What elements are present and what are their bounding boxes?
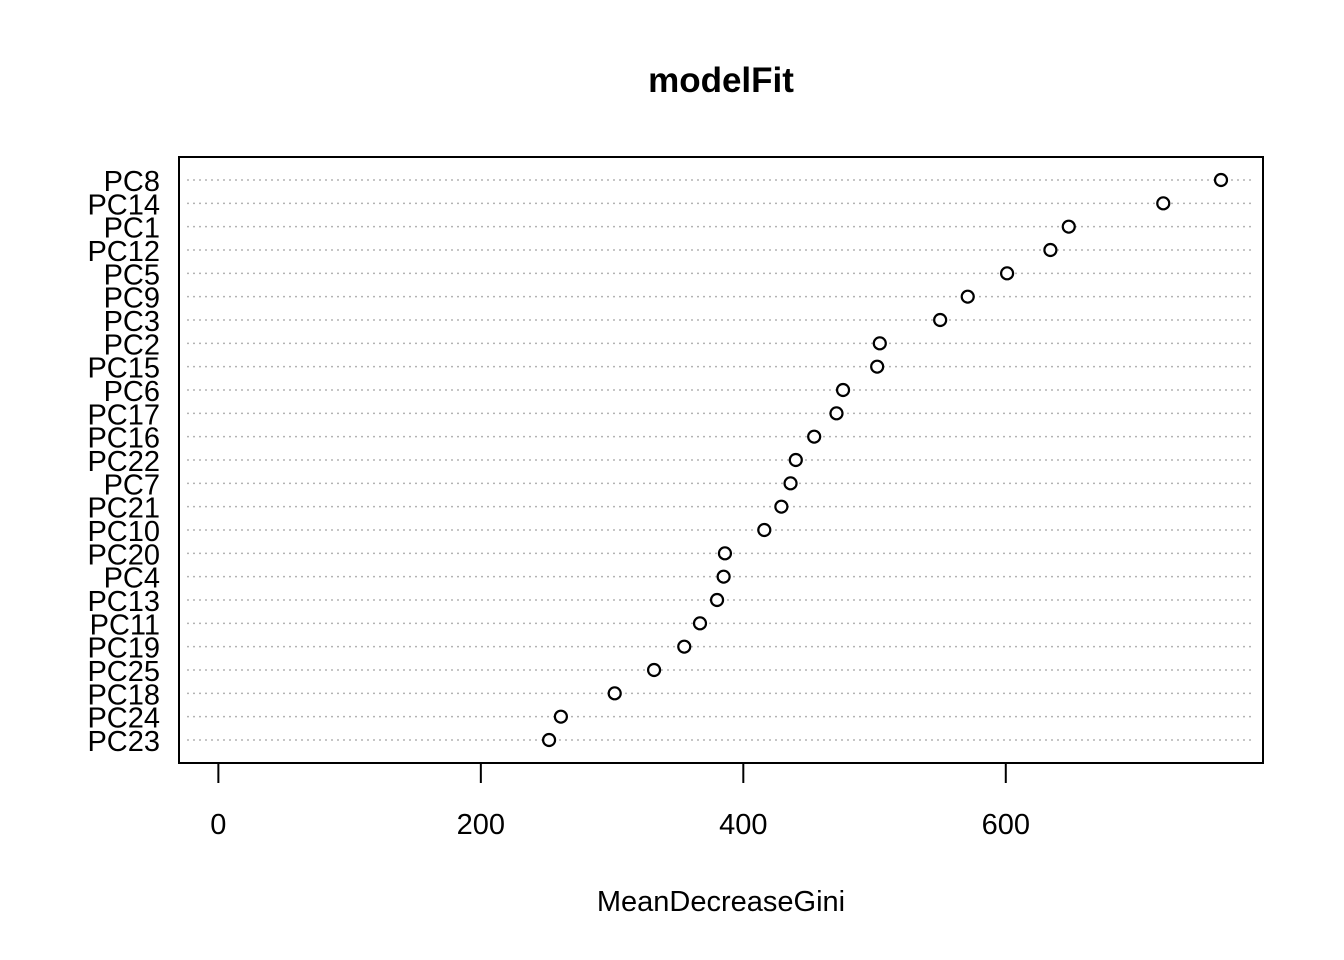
category-label: PC13 (87, 586, 160, 618)
x-tick-label: 0 (210, 809, 226, 841)
category-label: PC18 (87, 679, 160, 711)
x-axis-label: MeanDecreaseGini (597, 886, 845, 918)
data-point (960, 289, 975, 304)
chart-title: modelFit (648, 61, 794, 100)
data-point (1156, 196, 1171, 211)
data-point (1061, 219, 1076, 234)
data-point (553, 709, 568, 724)
data-point (757, 522, 772, 538)
data-point (783, 476, 798, 491)
category-label: PC6 (104, 376, 160, 408)
x-tick-label: 200 (457, 809, 505, 841)
category-label: PC24 (87, 703, 160, 735)
data-point (709, 592, 725, 608)
data-point (677, 639, 692, 654)
data-point (541, 732, 557, 748)
category-label: PC17 (87, 399, 160, 431)
data-point (829, 406, 844, 421)
data-point (999, 266, 1015, 281)
category-label: PC8 (104, 166, 160, 198)
category-label: PC15 (87, 353, 160, 385)
category-label: PC11 (90, 609, 160, 641)
category-label: PC12 (87, 236, 160, 268)
category-label: PC9 (104, 283, 160, 315)
data-point (933, 312, 948, 328)
data-point (835, 382, 851, 398)
category-label: PC7 (104, 469, 160, 501)
data-point (774, 499, 789, 514)
category-label: PC14 (87, 189, 160, 221)
data-point (872, 336, 887, 351)
category-label: PC25 (87, 656, 160, 688)
category-label: PC3 (104, 306, 160, 338)
data-point (807, 429, 822, 444)
category-label: PC20 (87, 539, 160, 571)
category-label: PC5 (104, 259, 160, 291)
data-point (692, 616, 708, 631)
category-label: PC2 (104, 329, 160, 361)
category-label: PC21 (87, 493, 160, 525)
grid-lines (187, 179, 1255, 741)
category-labels: PC8PC14PC1PC12PC5PC9PC3PC2PC15PC6PC17PC1… (87, 166, 160, 758)
data-point (716, 569, 731, 584)
data-point (717, 546, 733, 561)
category-label: PC16 (87, 423, 160, 455)
data-point (788, 452, 803, 468)
data-point (646, 662, 662, 678)
x-axis: 0 200 400 600 (210, 762, 1030, 841)
category-label: PC4 (104, 563, 160, 595)
category-label: PC10 (87, 516, 160, 548)
category-label: PC19 (87, 633, 160, 665)
x-tick-label: 600 (982, 809, 1030, 841)
data-points (541, 172, 1229, 748)
category-label: PC23 (87, 726, 160, 758)
category-label: PC1 (104, 213, 160, 245)
x-tick-label: 400 (719, 809, 767, 841)
data-point (1213, 172, 1229, 188)
data-point (607, 686, 622, 701)
category-label: PC22 (87, 446, 160, 478)
data-point (870, 359, 885, 374)
data-point (1043, 242, 1058, 258)
